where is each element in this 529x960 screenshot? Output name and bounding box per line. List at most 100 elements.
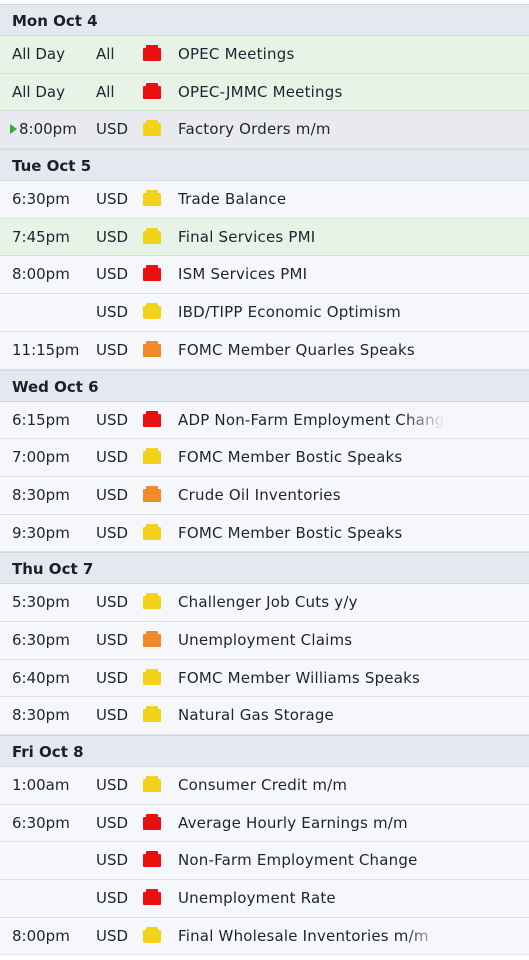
- event-row[interactable]: 1:00am USD Consumer Credit m/m: [0, 767, 529, 805]
- event-currency: USD: [96, 303, 129, 322]
- event-title[interactable]: ADP Non-Farm Employment Chang: [178, 410, 445, 429]
- event-time-text: 8:00pm: [12, 265, 70, 284]
- event-row[interactable]: 11:15pm USD FOMC Member Quarles Speaks: [0, 331, 529, 370]
- event-currency: USD: [96, 593, 129, 612]
- event-row[interactable]: 6:30pm USD Unemployment Claims: [0, 621, 529, 660]
- event-title[interactable]: FOMC Member Quarles Speaks: [178, 340, 415, 359]
- event-title[interactable]: FOMC Member Bostic Speaks: [178, 448, 403, 467]
- event-row[interactable]: 6:30pm USD Average Hourly Earnings m/m: [0, 804, 529, 843]
- event-time: 11:15pm: [12, 332, 79, 369]
- impact-folder-icon[interactable]: [143, 776, 161, 792]
- impact-folder-icon[interactable]: [143, 668, 161, 685]
- impact-folder-icon[interactable]: [143, 926, 161, 943]
- event-row[interactable]: 6:40pm USD FOMC Member Williams Speaks: [0, 659, 529, 698]
- event-currency: USD: [96, 265, 129, 284]
- event-title[interactable]: Final Wholesale Inventories m/m: [178, 926, 429, 945]
- event-row[interactable]: 6:15pm USD ADP Non-Farm Employment Chang: [0, 401, 529, 440]
- event-time: All Day: [12, 74, 65, 111]
- event-title[interactable]: ISM Services PMI: [178, 265, 308, 284]
- impact-folder-icon[interactable]: [143, 448, 161, 465]
- event-title[interactable]: IBD/TIPP Economic Optimism: [178, 303, 401, 322]
- event-title[interactable]: Unemployment Claims: [178, 630, 353, 649]
- day-header: Tue Oct 5: [0, 149, 529, 182]
- impact-folder-icon[interactable]: [143, 45, 161, 61]
- event-title[interactable]: Challenger Job Cuts y/y: [178, 593, 358, 612]
- event-time-text: 9:30pm: [12, 523, 70, 542]
- event-time-text: 8:30pm: [12, 706, 70, 725]
- event-currency: USD: [96, 523, 129, 542]
- impact-folder-icon[interactable]: [143, 851, 161, 868]
- event-title[interactable]: Crude Oil Inventories: [178, 485, 341, 504]
- impact-folder-icon[interactable]: [143, 265, 161, 282]
- impact-folder-icon[interactable]: [143, 706, 161, 723]
- event-title[interactable]: Final Services PMI: [178, 227, 316, 246]
- impact-folder-icon[interactable]: [143, 485, 161, 502]
- next-event-arrow-icon: [10, 124, 17, 135]
- event-currency: USD: [96, 340, 129, 359]
- event-title[interactable]: OPEC Meetings: [178, 45, 295, 63]
- event-time: 6:30pm: [12, 622, 70, 659]
- impact-folder-icon[interactable]: [143, 227, 161, 244]
- event-row[interactable]: 7:45pm USD Final Services PMI: [0, 218, 529, 257]
- impact-folder-icon[interactable]: [143, 889, 161, 906]
- event-time: 1:00am: [12, 767, 70, 804]
- event-title[interactable]: FOMC Member Bostic Speaks: [178, 523, 403, 542]
- impact-folder-icon[interactable]: [143, 410, 161, 427]
- event-title[interactable]: FOMC Member Williams Speaks: [178, 668, 421, 687]
- impact-folder-icon[interactable]: [143, 82, 161, 99]
- event-time: All Day: [12, 36, 65, 73]
- impact-folder-icon[interactable]: [143, 593, 161, 610]
- event-time: 6:30pm: [12, 181, 70, 218]
- event-title[interactable]: Consumer Credit m/m: [178, 776, 348, 794]
- impact-folder-icon[interactable]: [143, 630, 161, 647]
- event-time: 7:45pm: [12, 219, 70, 256]
- day-header: Thu Oct 7: [0, 552, 529, 585]
- event-currency: USD: [96, 813, 129, 832]
- event-time-text: 7:45pm: [12, 227, 70, 246]
- event-row[interactable]: 5:30pm USD Challenger Job Cuts y/y: [0, 584, 529, 622]
- event-row[interactable]: 8:30pm USD Natural Gas Storage: [0, 697, 529, 735]
- event-title[interactable]: Unemployment Rate: [178, 889, 336, 908]
- event-currency: USD: [96, 410, 129, 429]
- top-edge: [0, 0, 529, 4]
- event-row[interactable]: USD IBD/TIPP Economic Optimism: [0, 294, 529, 332]
- event-currency: USD: [96, 706, 129, 725]
- event-row[interactable]: 8:00pm USD Factory Orders m/m: [0, 111, 529, 150]
- event-time: 8:00pm: [12, 256, 70, 293]
- event-currency: USD: [96, 448, 129, 467]
- impact-folder-icon[interactable]: [143, 303, 161, 320]
- impact-folder-icon[interactable]: [143, 523, 161, 540]
- impact-folder-icon[interactable]: [143, 813, 161, 830]
- event-row[interactable]: 8:00pm USD Final Wholesale Inventories m/m: [0, 917, 529, 956]
- event-row[interactable]: All Day All OPEC-JMMC Meetings: [0, 73, 529, 112]
- event-row[interactable]: 9:30pm USD FOMC Member Bostic Speaks: [0, 514, 529, 553]
- event-time-text: All Day: [12, 45, 65, 63]
- event-title[interactable]: Non-Farm Employment Change: [178, 851, 418, 870]
- event-currency: All: [96, 82, 115, 101]
- event-time-text: 6:15pm: [12, 410, 70, 429]
- impact-folder-icon[interactable]: [143, 340, 161, 357]
- event-currency: USD: [96, 926, 129, 945]
- event-currency: USD: [96, 190, 129, 209]
- event-row[interactable]: 6:30pm USD Trade Balance: [0, 181, 529, 219]
- event-title[interactable]: Natural Gas Storage: [178, 706, 334, 725]
- event-row[interactable]: 8:00pm USD ISM Services PMI: [0, 256, 529, 295]
- day-header: Mon Oct 4: [0, 4, 529, 36]
- event-row[interactable]: 8:30pm USD Crude Oil Inventories: [0, 476, 529, 515]
- event-time-text: 6:40pm: [12, 668, 70, 687]
- event-title[interactable]: Factory Orders m/m: [178, 120, 331, 139]
- impact-folder-icon[interactable]: [143, 120, 161, 137]
- event-title[interactable]: Average Hourly Earnings m/m: [178, 813, 408, 832]
- impact-folder-icon[interactable]: [143, 190, 161, 207]
- event-time: 6:30pm: [12, 805, 70, 842]
- event-row[interactable]: 7:00pm USD FOMC Member Bostic Speaks: [0, 439, 529, 477]
- day-header: Wed Oct 6: [0, 369, 529, 402]
- event-time-text: 1:00am: [12, 776, 70, 794]
- event-time: 8:00pm: [12, 918, 70, 955]
- event-title[interactable]: Trade Balance: [178, 190, 287, 209]
- event-row[interactable]: All Day All OPEC Meetings: [0, 36, 529, 74]
- event-time: 8:00pm: [10, 111, 77, 148]
- event-title[interactable]: OPEC-JMMC Meetings: [178, 82, 343, 101]
- event-row[interactable]: USD Non-Farm Employment Change: [0, 842, 529, 881]
- event-row[interactable]: USD Unemployment Rate: [0, 880, 529, 918]
